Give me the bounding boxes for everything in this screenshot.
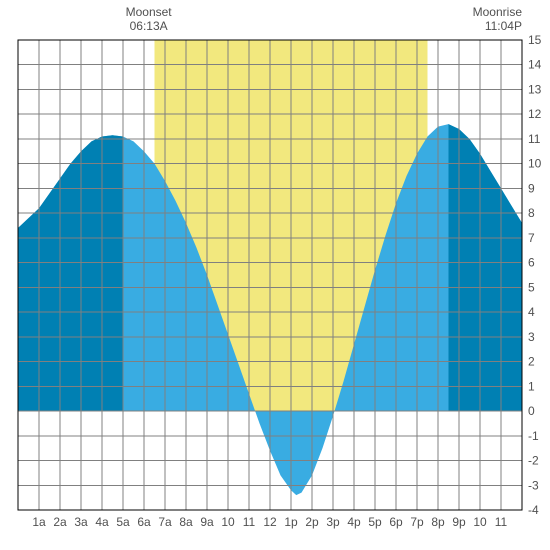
y-tick-label: 3 bbox=[528, 330, 535, 344]
x-tick-label: 9p bbox=[452, 515, 466, 529]
x-tick-label: 7a bbox=[158, 515, 172, 529]
x-tick-label: 5a bbox=[116, 515, 130, 529]
y-tick-label: 0 bbox=[528, 404, 535, 418]
y-tick-label: 9 bbox=[528, 181, 535, 195]
x-tick-label: 1a bbox=[32, 515, 46, 529]
y-tick-label: -4 bbox=[528, 503, 539, 517]
x-tick-label: 6p bbox=[389, 515, 403, 529]
y-tick-label: 12 bbox=[528, 107, 542, 121]
y-tick-label: -1 bbox=[528, 429, 539, 443]
y-tick-label: 13 bbox=[528, 82, 542, 96]
x-tick-label: 9a bbox=[200, 515, 214, 529]
x-tick-label: 4p bbox=[347, 515, 361, 529]
y-tick-label: 2 bbox=[528, 355, 535, 369]
x-tick-label: 2a bbox=[53, 515, 67, 529]
y-tick-label: 14 bbox=[528, 58, 542, 72]
x-tick-label: 2p bbox=[305, 515, 319, 529]
y-tick-label: 1 bbox=[528, 379, 535, 393]
x-tick-label: 6a bbox=[137, 515, 151, 529]
y-tick-label: -3 bbox=[528, 478, 539, 492]
y-tick-label: 10 bbox=[528, 157, 542, 171]
x-tick-label: 5p bbox=[368, 515, 382, 529]
y-tick-label: 5 bbox=[528, 280, 535, 294]
y-tick-label: 15 bbox=[528, 33, 542, 47]
y-tick-label: 7 bbox=[528, 231, 535, 245]
y-tick-label: 4 bbox=[528, 305, 535, 319]
x-tick-label: 4a bbox=[95, 515, 109, 529]
moonrise-label: Moonrise bbox=[473, 5, 523, 19]
x-tick-label: 7p bbox=[410, 515, 424, 529]
x-tick-label: 10 bbox=[473, 515, 487, 529]
x-tick-label: 11 bbox=[495, 515, 508, 529]
x-tick-label: 3p bbox=[326, 515, 340, 529]
y-tick-label: 6 bbox=[528, 256, 535, 270]
x-tick-label: 8p bbox=[431, 515, 445, 529]
x-tick-label: 3a bbox=[74, 515, 88, 529]
moonset-time: 06:13A bbox=[130, 19, 168, 33]
y-tick-label: -2 bbox=[528, 454, 539, 468]
moonrise-time: 11:04P bbox=[485, 19, 522, 33]
x-tick-label: 11 bbox=[243, 515, 256, 529]
y-tick-label: 8 bbox=[528, 206, 535, 220]
x-tick-label: 12 bbox=[263, 515, 277, 529]
tide-chart: -4-3-2-101234567891011121314151a2a3a4a5a… bbox=[0, 0, 550, 550]
x-tick-label: 8a bbox=[179, 515, 193, 529]
chart-svg: -4-3-2-101234567891011121314151a2a3a4a5a… bbox=[0, 0, 550, 550]
y-tick-label: 11 bbox=[528, 132, 541, 146]
x-tick-label: 1p bbox=[284, 515, 298, 529]
moonset-label: Moonset bbox=[126, 5, 173, 19]
x-tick-label: 10 bbox=[221, 515, 235, 529]
